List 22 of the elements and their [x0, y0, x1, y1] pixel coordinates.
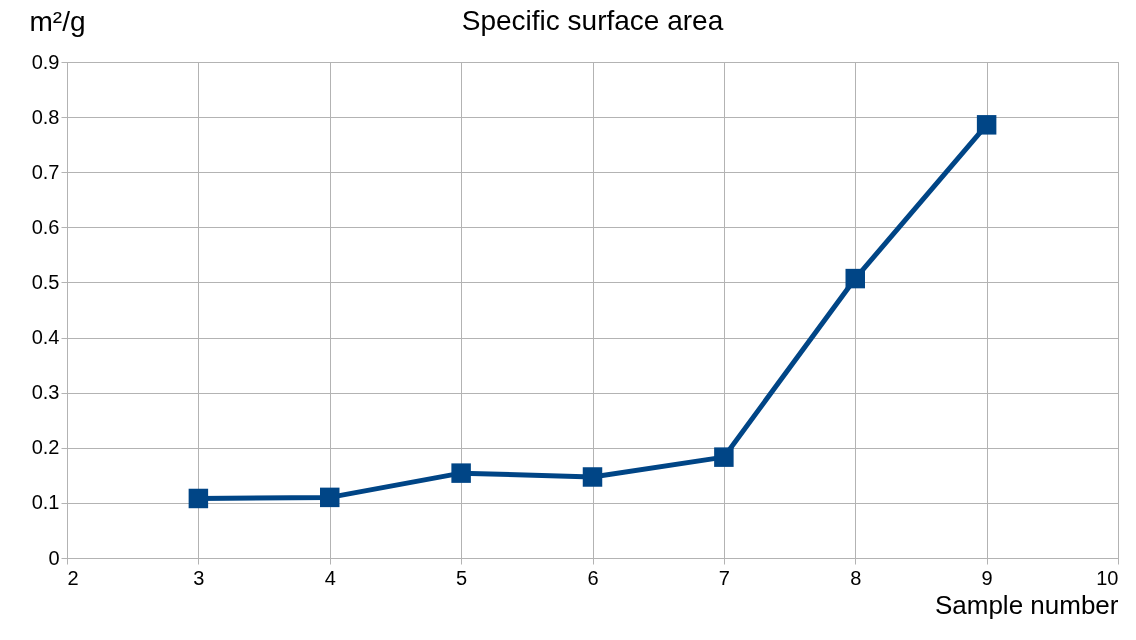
- chart-title: Specific surface area: [461, 5, 724, 36]
- x-tick-label: 3: [193, 566, 205, 589]
- y-tick-label: 0.7: [31, 160, 60, 183]
- y-tick-label: 0.6: [31, 215, 60, 238]
- y-axis-title: m²/g: [29, 5, 86, 37]
- y-tick-label: 0.1: [31, 491, 60, 514]
- x-tick-label: 5: [456, 566, 468, 589]
- y-tick-label: 0.2: [31, 436, 60, 459]
- y-tick-label: 0: [48, 546, 60, 569]
- x-tick-label: 7: [718, 566, 730, 589]
- y-tick-label: 0.8: [31, 105, 60, 128]
- x-tick-label: 9: [981, 566, 993, 589]
- x-tick-label: 6: [587, 566, 599, 589]
- x-tick-label: 4: [324, 566, 336, 589]
- x-tick-label: 8: [850, 566, 862, 589]
- y-tick-label: 0.4: [31, 326, 60, 349]
- y-tick-label: 0.9: [31, 50, 60, 73]
- y-tick-label: 0.3: [31, 381, 60, 404]
- x-tick-label: 10: [1096, 566, 1119, 589]
- y-tick-label: 0.5: [31, 270, 60, 293]
- x-tick-label: 2: [67, 566, 79, 589]
- x-axis-title: Sample number: [934, 589, 1119, 620]
